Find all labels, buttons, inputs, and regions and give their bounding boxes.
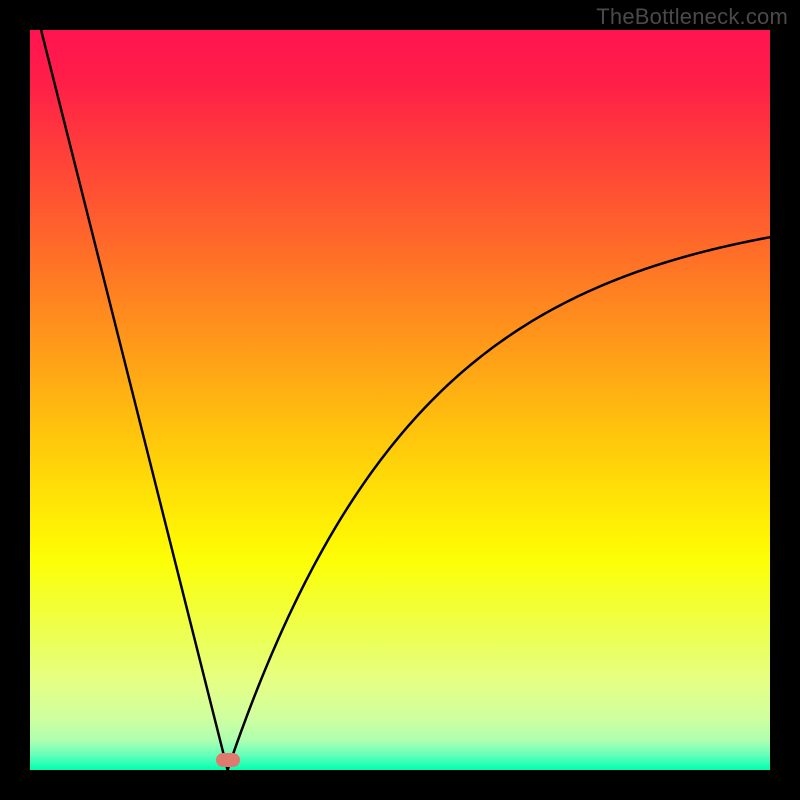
watermark-text: TheBottleneck.com	[596, 4, 788, 30]
bottleneck-curve	[30, 30, 770, 770]
optimal-point-marker	[216, 753, 240, 767]
chart-plot-area	[30, 30, 770, 770]
